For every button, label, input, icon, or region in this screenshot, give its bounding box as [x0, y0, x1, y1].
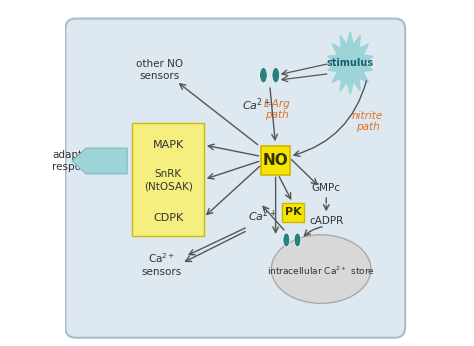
FancyBboxPatch shape [283, 203, 304, 222]
Text: Ca$^{2+}$: Ca$^{2+}$ [248, 208, 277, 224]
FancyBboxPatch shape [65, 19, 405, 338]
Text: intracellular Ca$^{2+}$ store: intracellular Ca$^{2+}$ store [267, 265, 375, 277]
Ellipse shape [272, 67, 280, 83]
Ellipse shape [260, 67, 267, 83]
Text: GMPc: GMPc [312, 183, 341, 193]
FancyArrow shape [72, 148, 127, 174]
Polygon shape [328, 32, 373, 94]
FancyBboxPatch shape [261, 146, 290, 175]
Ellipse shape [271, 235, 371, 303]
Text: MAPK: MAPK [153, 140, 184, 150]
Text: stimulus: stimulus [327, 58, 374, 68]
Text: SnRK
(NtOSAK): SnRK (NtOSAK) [144, 169, 193, 191]
Text: nitrite
path: nitrite path [352, 111, 383, 132]
FancyBboxPatch shape [132, 123, 204, 237]
Text: PK: PK [285, 208, 301, 218]
Text: cADPR: cADPR [309, 216, 343, 226]
Text: adaptive
response: adaptive response [52, 150, 100, 172]
Text: CDPK: CDPK [153, 213, 183, 223]
Ellipse shape [294, 233, 301, 247]
Text: NO: NO [263, 153, 289, 167]
Ellipse shape [283, 233, 290, 247]
Text: Ca$^{2+}$: Ca$^{2+}$ [242, 96, 271, 113]
Text: other NO
sensors: other NO sensors [136, 59, 183, 81]
Text: Ca$^{2+}$
sensors: Ca$^{2+}$ sensors [141, 251, 182, 277]
Text: L-Arg
path: L-Arg path [264, 99, 291, 120]
